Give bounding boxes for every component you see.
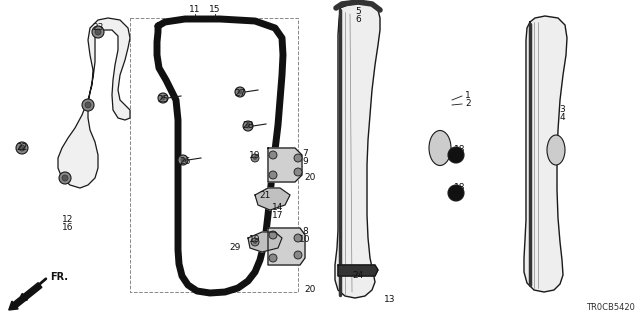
Circle shape xyxy=(294,168,302,176)
Text: 18: 18 xyxy=(454,146,466,155)
Text: 10: 10 xyxy=(300,236,311,244)
Text: 5: 5 xyxy=(355,7,361,17)
Polygon shape xyxy=(268,148,302,182)
Circle shape xyxy=(243,121,253,131)
Circle shape xyxy=(448,147,464,163)
Text: 20: 20 xyxy=(304,285,316,294)
Circle shape xyxy=(269,171,277,179)
Text: 13: 13 xyxy=(384,295,396,305)
Circle shape xyxy=(269,231,277,239)
Polygon shape xyxy=(524,16,567,292)
Text: 9: 9 xyxy=(302,156,308,165)
Text: 19: 19 xyxy=(249,151,260,161)
Text: 8: 8 xyxy=(302,228,308,236)
Circle shape xyxy=(178,155,188,165)
Text: 28: 28 xyxy=(243,122,253,131)
Polygon shape xyxy=(255,188,290,210)
Circle shape xyxy=(95,29,101,35)
Circle shape xyxy=(62,175,68,181)
Circle shape xyxy=(246,124,250,129)
Text: 22: 22 xyxy=(17,143,28,153)
Circle shape xyxy=(253,240,257,244)
Circle shape xyxy=(253,156,257,160)
Text: 12: 12 xyxy=(62,215,74,225)
Circle shape xyxy=(161,95,166,100)
Text: 16: 16 xyxy=(62,223,74,233)
Text: 29: 29 xyxy=(229,244,241,252)
Text: FR.: FR. xyxy=(50,272,68,282)
Circle shape xyxy=(269,151,277,159)
Text: 11: 11 xyxy=(189,5,201,14)
Circle shape xyxy=(448,185,464,201)
Circle shape xyxy=(294,154,302,162)
Polygon shape xyxy=(268,228,305,265)
Circle shape xyxy=(19,145,25,151)
Polygon shape xyxy=(58,18,130,188)
Text: 1: 1 xyxy=(465,91,471,100)
Circle shape xyxy=(180,157,186,163)
Circle shape xyxy=(269,254,277,262)
Text: 7: 7 xyxy=(302,148,308,157)
Circle shape xyxy=(294,234,302,242)
Text: TR0CB5420: TR0CB5420 xyxy=(586,303,635,312)
FancyArrow shape xyxy=(9,283,42,310)
Circle shape xyxy=(235,87,245,97)
Ellipse shape xyxy=(429,131,451,165)
Circle shape xyxy=(82,99,94,111)
Text: 3: 3 xyxy=(559,106,565,115)
Text: 15: 15 xyxy=(209,5,221,14)
Text: 27: 27 xyxy=(234,89,246,98)
Circle shape xyxy=(251,154,259,162)
Text: 6: 6 xyxy=(355,15,361,25)
Ellipse shape xyxy=(547,135,565,165)
Polygon shape xyxy=(335,3,380,298)
Circle shape xyxy=(16,142,28,154)
Text: 4: 4 xyxy=(559,114,565,123)
Circle shape xyxy=(85,102,91,108)
Text: 23: 23 xyxy=(92,23,104,33)
Circle shape xyxy=(251,238,259,246)
Bar xyxy=(130,18,298,292)
Polygon shape xyxy=(338,265,378,276)
Text: 18: 18 xyxy=(454,183,466,193)
Circle shape xyxy=(158,93,168,103)
Polygon shape xyxy=(248,232,282,252)
Text: 19: 19 xyxy=(249,236,260,244)
Text: 20: 20 xyxy=(304,173,316,182)
Text: 21: 21 xyxy=(259,190,271,199)
Text: 17: 17 xyxy=(272,211,284,220)
Circle shape xyxy=(294,251,302,259)
Text: 14: 14 xyxy=(272,203,284,212)
Circle shape xyxy=(237,90,243,94)
Text: 2: 2 xyxy=(465,99,471,108)
Text: 26: 26 xyxy=(179,157,191,166)
Text: 25: 25 xyxy=(157,95,169,105)
Text: 24: 24 xyxy=(353,270,364,279)
Circle shape xyxy=(92,26,104,38)
Circle shape xyxy=(59,172,71,184)
